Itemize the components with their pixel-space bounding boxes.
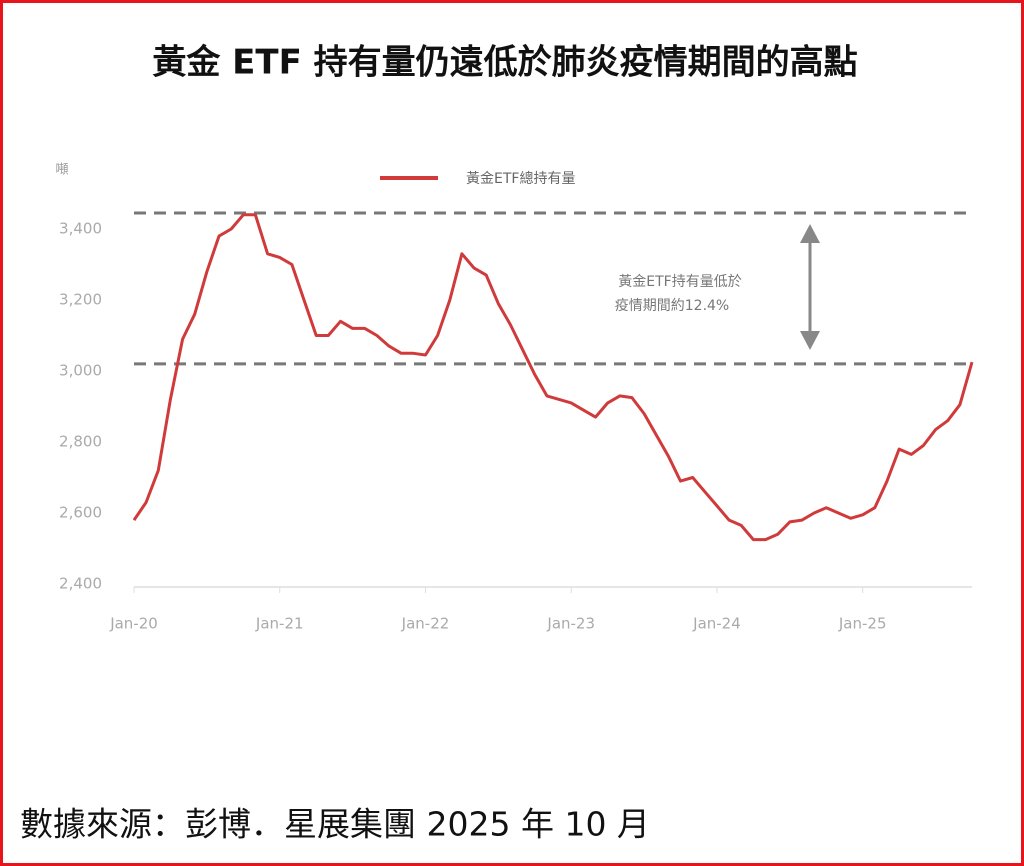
y-tick-label: 3,000: [59, 362, 102, 380]
annotation: 疫情期間約12.4%: [615, 298, 729, 314]
x-tick-label: Jan-22: [401, 615, 450, 633]
x-tick-label: Jan-24: [692, 615, 741, 633]
x-tick-label: Jan-21: [255, 615, 304, 633]
footer: 數據來源：彭博．星展集團 2025 年 10 月: [20, 805, 650, 844]
data-line: [132, 213, 974, 542]
x-tick-label: Jan-20: [109, 615, 158, 633]
annotation: 黃金ETF持有量低於: [618, 274, 741, 290]
range-arrow: [800, 224, 820, 350]
y-tick-label: 2,800: [59, 433, 102, 451]
y-axis-label: 噸: [55, 163, 68, 178]
chart-title: 黃金 ETF 持有量仍遠低於肺炎疫情期間的高點: [152, 43, 857, 83]
x-tick-label: Jan-25: [838, 615, 887, 633]
legend-label: 黃金ETF總持有量: [466, 170, 575, 187]
y-tick-label: 2,600: [59, 504, 102, 522]
y-tick-label: 3,200: [59, 291, 102, 309]
x-tick-label: Jan-23: [546, 615, 595, 633]
y-tick-label: 3,400: [59, 220, 102, 238]
y-tick-label: 2,400: [59, 575, 102, 593]
